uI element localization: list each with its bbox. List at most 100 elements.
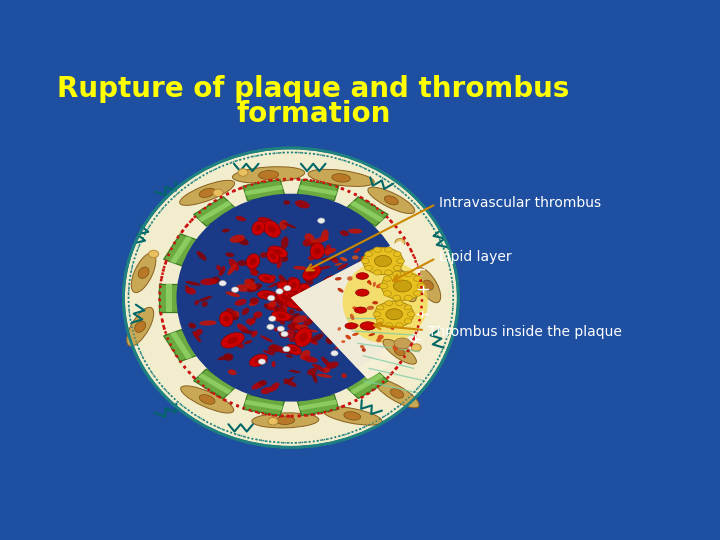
Ellipse shape xyxy=(332,258,338,263)
Ellipse shape xyxy=(393,266,401,271)
Ellipse shape xyxy=(244,279,256,290)
Ellipse shape xyxy=(287,313,300,321)
Ellipse shape xyxy=(187,325,197,332)
Ellipse shape xyxy=(286,299,300,303)
Ellipse shape xyxy=(287,344,302,355)
Ellipse shape xyxy=(346,301,356,310)
Ellipse shape xyxy=(325,338,333,345)
Ellipse shape xyxy=(232,287,239,292)
Ellipse shape xyxy=(271,295,285,300)
Ellipse shape xyxy=(305,294,323,308)
Ellipse shape xyxy=(300,287,307,292)
Ellipse shape xyxy=(308,256,314,261)
Ellipse shape xyxy=(268,304,275,310)
Ellipse shape xyxy=(321,324,340,334)
Ellipse shape xyxy=(127,307,153,346)
Ellipse shape xyxy=(388,293,397,300)
Ellipse shape xyxy=(317,314,328,320)
Ellipse shape xyxy=(293,315,307,323)
Ellipse shape xyxy=(345,323,357,329)
Ellipse shape xyxy=(283,293,300,301)
Polygon shape xyxy=(350,201,384,222)
Ellipse shape xyxy=(277,286,288,289)
Ellipse shape xyxy=(242,308,249,315)
Ellipse shape xyxy=(374,286,382,291)
Ellipse shape xyxy=(263,276,270,281)
Ellipse shape xyxy=(238,168,248,176)
Ellipse shape xyxy=(235,299,246,306)
Ellipse shape xyxy=(336,303,343,309)
Ellipse shape xyxy=(279,304,287,315)
Ellipse shape xyxy=(267,324,274,329)
Ellipse shape xyxy=(287,323,302,331)
Ellipse shape xyxy=(314,247,320,255)
Wedge shape xyxy=(291,248,406,368)
Ellipse shape xyxy=(286,300,291,305)
Ellipse shape xyxy=(199,320,217,326)
Ellipse shape xyxy=(308,339,318,345)
Ellipse shape xyxy=(180,180,235,205)
Ellipse shape xyxy=(295,304,306,311)
Ellipse shape xyxy=(211,276,220,284)
Ellipse shape xyxy=(333,277,343,284)
Polygon shape xyxy=(163,329,198,361)
Ellipse shape xyxy=(310,302,318,308)
Ellipse shape xyxy=(308,170,374,186)
Ellipse shape xyxy=(246,254,260,269)
Ellipse shape xyxy=(377,289,384,298)
Ellipse shape xyxy=(294,328,312,347)
Ellipse shape xyxy=(321,257,338,261)
Ellipse shape xyxy=(285,329,295,338)
Ellipse shape xyxy=(223,353,233,361)
Ellipse shape xyxy=(192,331,201,342)
Ellipse shape xyxy=(365,252,372,256)
Ellipse shape xyxy=(288,277,300,285)
Ellipse shape xyxy=(194,300,199,305)
Ellipse shape xyxy=(303,303,315,312)
Ellipse shape xyxy=(294,325,309,330)
Ellipse shape xyxy=(356,273,368,280)
Ellipse shape xyxy=(360,284,384,298)
Polygon shape xyxy=(243,180,284,201)
Ellipse shape xyxy=(305,233,315,244)
Ellipse shape xyxy=(303,356,318,363)
Ellipse shape xyxy=(268,301,276,307)
Polygon shape xyxy=(159,284,179,312)
Ellipse shape xyxy=(310,243,325,259)
Ellipse shape xyxy=(219,266,225,276)
Ellipse shape xyxy=(307,316,315,326)
Ellipse shape xyxy=(356,289,369,296)
Ellipse shape xyxy=(213,189,223,197)
Ellipse shape xyxy=(135,321,145,332)
Ellipse shape xyxy=(295,200,310,208)
Ellipse shape xyxy=(397,308,407,316)
Ellipse shape xyxy=(320,303,327,308)
Ellipse shape xyxy=(278,307,287,316)
Ellipse shape xyxy=(263,220,281,238)
Ellipse shape xyxy=(380,286,387,290)
Ellipse shape xyxy=(344,411,361,420)
Ellipse shape xyxy=(316,374,332,378)
Ellipse shape xyxy=(287,296,295,303)
Ellipse shape xyxy=(294,332,299,345)
Ellipse shape xyxy=(131,253,156,293)
Wedge shape xyxy=(291,240,425,379)
Ellipse shape xyxy=(124,148,458,447)
Ellipse shape xyxy=(352,306,356,309)
Ellipse shape xyxy=(237,238,249,245)
Ellipse shape xyxy=(379,284,388,289)
Ellipse shape xyxy=(269,275,276,280)
Ellipse shape xyxy=(297,305,305,309)
Ellipse shape xyxy=(369,333,375,336)
Ellipse shape xyxy=(258,218,271,225)
Ellipse shape xyxy=(384,196,398,205)
Ellipse shape xyxy=(423,280,433,290)
Ellipse shape xyxy=(250,262,257,273)
Ellipse shape xyxy=(376,296,387,306)
Ellipse shape xyxy=(272,299,279,304)
Ellipse shape xyxy=(186,281,201,286)
Ellipse shape xyxy=(284,200,290,205)
Ellipse shape xyxy=(323,407,382,425)
Ellipse shape xyxy=(225,252,234,257)
Ellipse shape xyxy=(384,287,391,291)
